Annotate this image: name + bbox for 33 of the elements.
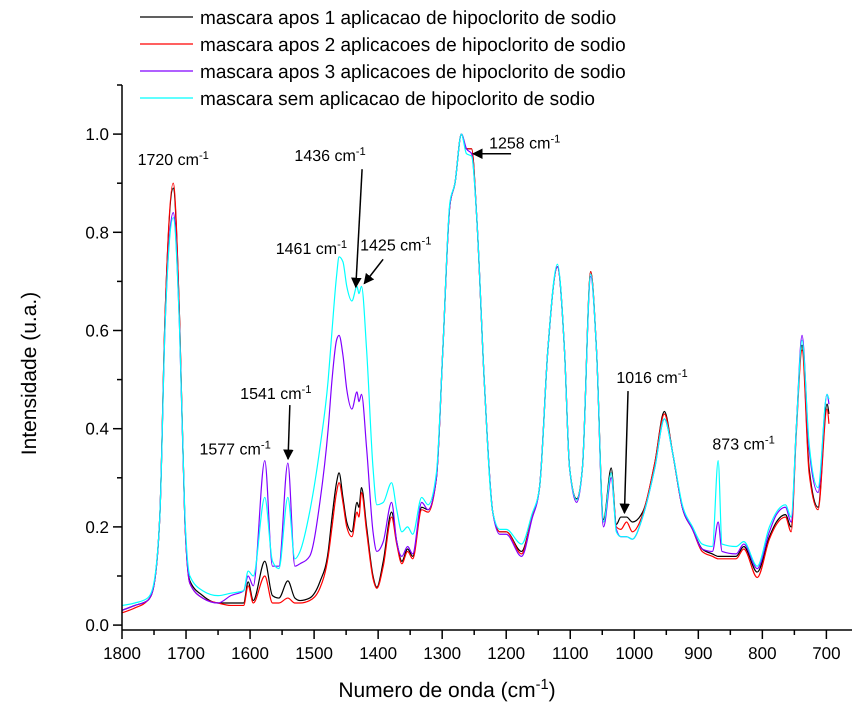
x-tick-label: 1700 [167,644,205,663]
x-tick-label: 1600 [231,644,269,663]
legend-label: mascara apos 1 aplicacao de hipoclorito de sodio [200,8,616,29]
annotation: 1541 cm$^{-1}$ [240,384,312,404]
annotation: 873 cm$^{-1}$ [712,434,775,454]
x-tick-label: 1100 [552,644,589,663]
legend-label: mascara apos 3 aplicacoes de hipoclorito de sodio [200,62,626,83]
x-tick-label: 1400 [359,644,398,663]
annotation: 1258 cm$^{-1}$ [489,134,560,153]
y-tick-label: 0.2 [85,518,109,537]
annotation: 1720 cm$^{-1}$ [138,150,209,170]
x-tick-label: 1800 [103,644,141,663]
legend-label: mascara apos 2 aplicacoes de hipoclorito de sodio [200,35,626,56]
y-tick-label: 0.4 [85,420,109,439]
x-tick-label: 900 [684,644,713,663]
y-tick-label: 0.6 [85,321,109,340]
annotation: 1016 cm$^{-1}$ [616,368,688,388]
y-tick-label: 1.0 [85,125,109,144]
x-tick-label: 1200 [487,644,526,663]
annotation: 1577 cm$^{-1}$ [199,440,271,459]
x-tick-label: 1300 [423,644,462,663]
annotation: 1436 cm$^{-1}$ [294,146,366,166]
legend-label: mascara sem aplicacao de hipoclorito de sodio [200,89,595,110]
y-tick-label: 0.0 [85,616,109,636]
annotation: 1461 cm$^{-1}$ [276,238,348,258]
x-tick-label: 800 [748,644,777,663]
annotation: 1425 cm$^{-1}$ [360,235,432,254]
x-axis-title: Numero de onda (cm$^{-1}$) [338,677,556,702]
x-tick-label: 1000 [615,644,654,663]
x-tick-label: 1500 [295,644,334,663]
x-tick-label: 700 [812,644,841,663]
y-axis-title: Intensidade (u.a.) [18,292,41,456]
y-tick-label: 0.8 [85,223,109,242]
